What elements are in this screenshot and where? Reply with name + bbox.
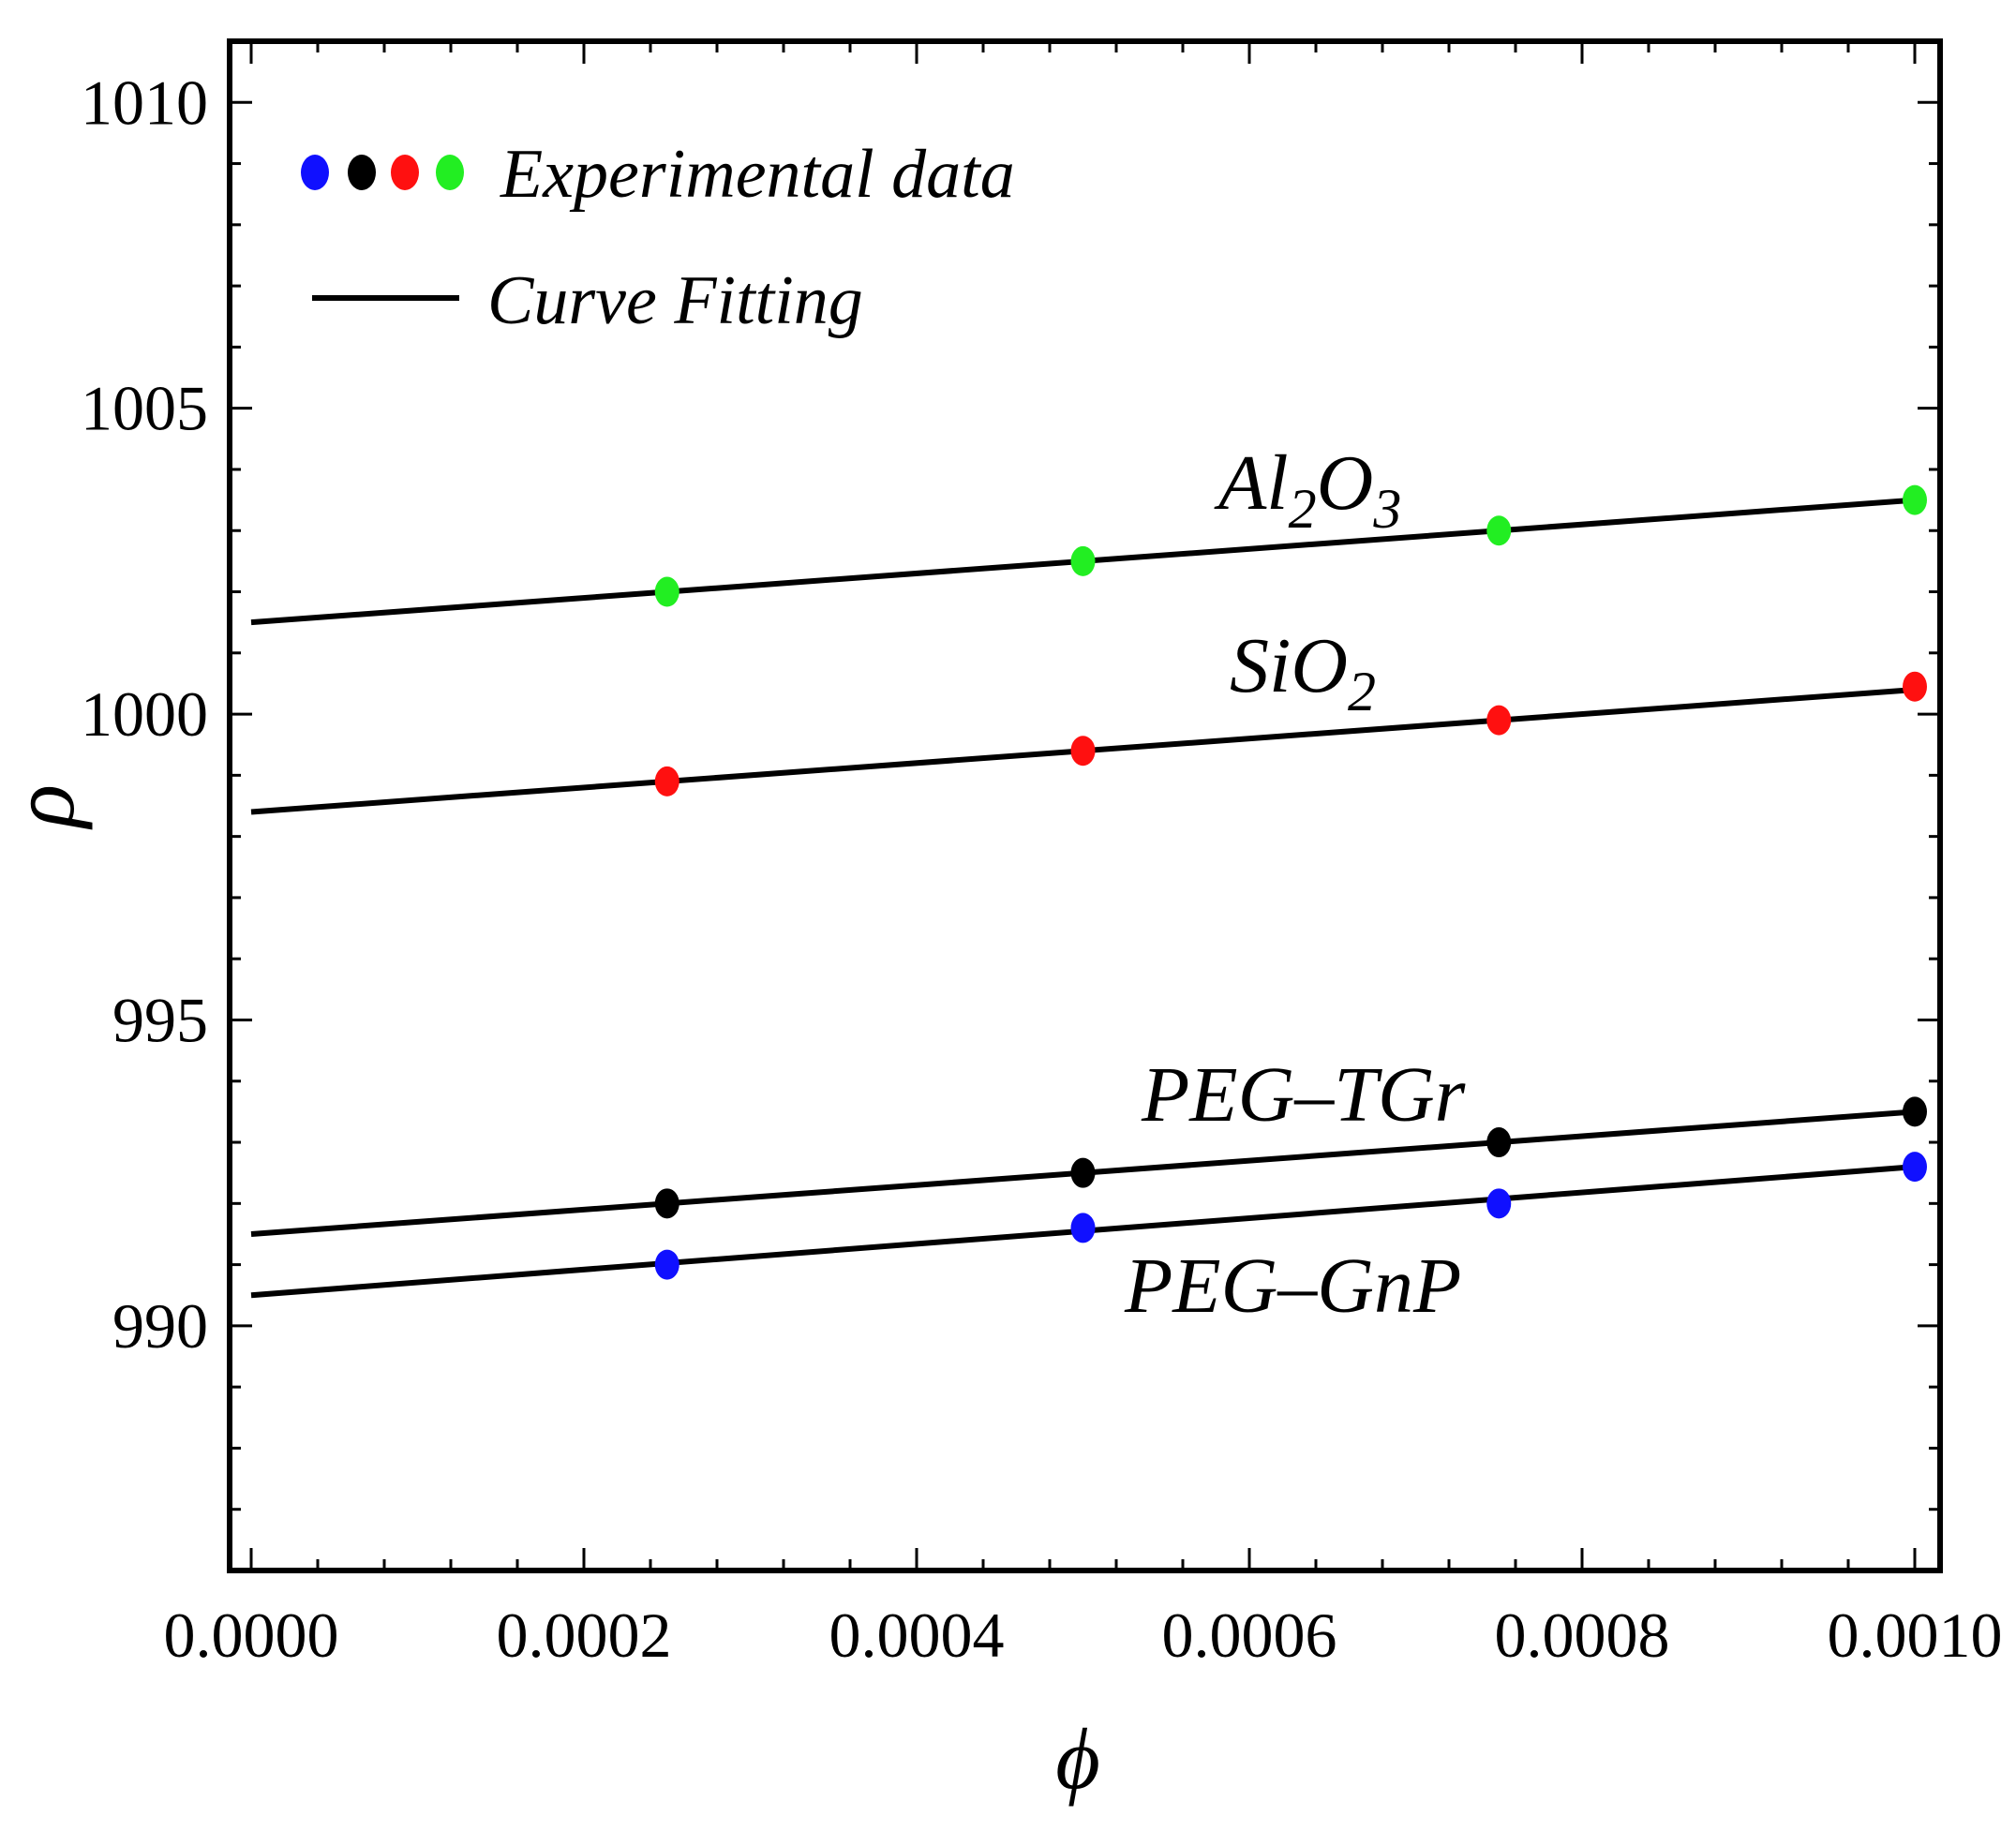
plot-frame-layer bbox=[227, 38, 1943, 1573]
plot-frame bbox=[227, 38, 1943, 1573]
data-point bbox=[1903, 1152, 1927, 1183]
data-point bbox=[1486, 705, 1512, 736]
data-point bbox=[654, 766, 679, 796]
y-tick-label: 1005 bbox=[81, 373, 208, 444]
data-point bbox=[1903, 484, 1927, 515]
y-tick-label: 1010 bbox=[81, 67, 208, 138]
y-tick-label: 995 bbox=[112, 984, 208, 1055]
data-point bbox=[1070, 1157, 1096, 1188]
tick-marks-layer: 0.0000 0.0002 0.0004 0.0006 0.0008 0.0010 990 9… bbox=[81, 39, 2003, 1671]
y-tick-label: 990 bbox=[112, 1290, 208, 1362]
data-point bbox=[1486, 515, 1512, 546]
legend-fit-label: Curve Fitting bbox=[487, 262, 863, 339]
data-point bbox=[1070, 545, 1096, 576]
y-tick-label: 1000 bbox=[81, 678, 208, 750]
legend-marker bbox=[348, 155, 376, 190]
legend: Experimental data Curve Fitting bbox=[301, 136, 1015, 339]
data-point bbox=[1070, 736, 1096, 767]
data-point bbox=[1486, 1127, 1512, 1158]
data-point bbox=[1070, 1213, 1096, 1243]
data-point bbox=[1486, 1188, 1512, 1219]
x-tick-label: 0.0002 bbox=[497, 1600, 672, 1671]
x-tick-label: 0.0004 bbox=[829, 1600, 1005, 1671]
legend-marker bbox=[301, 155, 329, 190]
series-labels-layer: Al2O3 SiO2 PEG–TGr PEG–GnP bbox=[1124, 439, 1466, 1330]
data-point bbox=[654, 576, 679, 607]
legend-marker bbox=[391, 155, 419, 190]
data-point bbox=[654, 1249, 679, 1280]
data-point bbox=[1903, 671, 1927, 702]
legend-marker bbox=[436, 155, 464, 190]
series-label-peg-tgr: PEG–TGr bbox=[1141, 1051, 1466, 1139]
data-point bbox=[654, 1188, 679, 1219]
x-tick-label: 0.0010 bbox=[1828, 1600, 2003, 1671]
x-axis-title: ϕ bbox=[1055, 1711, 1100, 1807]
y-axis-title: ρ bbox=[0, 784, 93, 830]
legend-experimental-label: Experimental data bbox=[500, 136, 1015, 213]
data-point bbox=[1903, 1096, 1927, 1127]
series-label-al2o3: Al2O3 bbox=[1214, 439, 1401, 540]
data-points-layer bbox=[654, 484, 1927, 1280]
x-tick-label: 0.0000 bbox=[164, 1600, 339, 1671]
x-tick-label: 0.0008 bbox=[1495, 1600, 1670, 1671]
series-label-sio2: SiO2 bbox=[1230, 622, 1376, 722]
series-label-peg-gnp: PEG–GnP bbox=[1124, 1243, 1461, 1330]
x-tick-label: 0.0006 bbox=[1162, 1600, 1337, 1671]
